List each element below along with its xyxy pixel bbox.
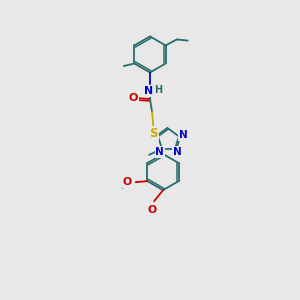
Text: O: O <box>148 205 157 215</box>
Text: O: O <box>122 177 131 187</box>
Text: N: N <box>173 147 182 157</box>
Text: O: O <box>128 93 138 103</box>
Text: N: N <box>144 86 154 96</box>
Text: N: N <box>178 130 188 140</box>
Text: N: N <box>155 147 164 157</box>
Text: S: S <box>149 127 158 140</box>
Text: H: H <box>154 85 163 95</box>
